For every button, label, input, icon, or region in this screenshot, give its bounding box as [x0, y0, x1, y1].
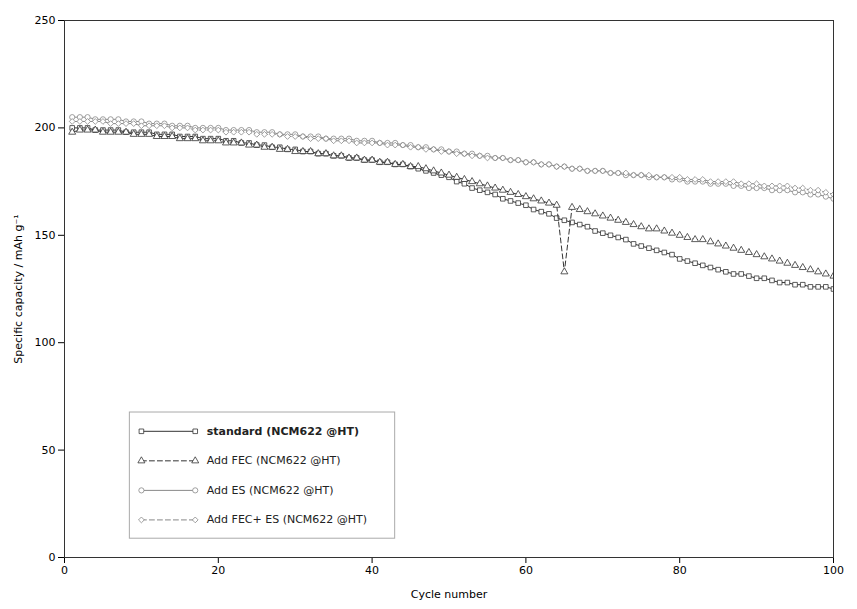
svg-text:0: 0	[61, 564, 68, 577]
svg-text:200: 200	[35, 121, 56, 134]
svg-text:150: 150	[35, 229, 56, 242]
svg-text:60: 60	[519, 564, 533, 577]
svg-text:Add FEC+ ES (NCM622 @HT): Add FEC+ ES (NCM622 @HT)	[207, 513, 367, 526]
svg-text:80: 80	[673, 564, 687, 577]
svg-text:Specific capacity / mAh g⁻¹: Specific capacity / mAh g⁻¹	[12, 214, 25, 363]
svg-text:100: 100	[823, 564, 844, 577]
svg-text:40: 40	[365, 564, 379, 577]
svg-text:standard (NCM622 @HT): standard (NCM622 @HT)	[207, 425, 359, 438]
svg-text:20: 20	[211, 564, 225, 577]
svg-text:250: 250	[35, 14, 56, 27]
svg-text:0: 0	[49, 551, 56, 564]
svg-text:50: 50	[42, 444, 56, 457]
svg-text:Add ES (NCM622 @HT): Add ES (NCM622 @HT)	[207, 484, 334, 497]
svg-text:Add FEC (NCM622 @HT): Add FEC (NCM622 @HT)	[207, 454, 341, 467]
svg-text:100: 100	[35, 336, 56, 349]
svg-text:Cycle number: Cycle number	[411, 588, 488, 601]
